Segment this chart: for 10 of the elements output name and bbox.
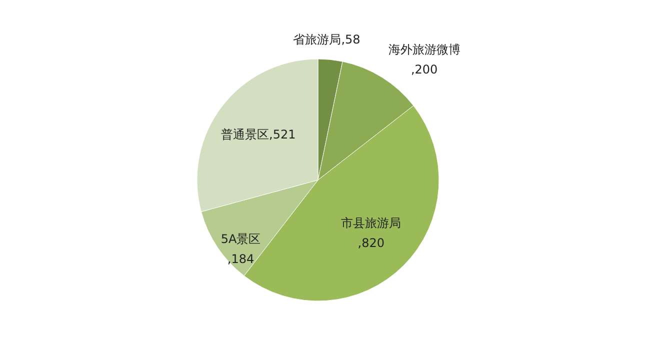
slice-label: 普通景区 (221, 127, 270, 142)
slice-label: 海外旅游微博 (388, 42, 460, 56)
slice-label: 省旅游局 (293, 32, 342, 47)
data-label: ,521 (269, 127, 296, 142)
data-label: ,58 (341, 32, 360, 47)
data-label: ,184 (227, 252, 254, 266)
data-label: ,820 (358, 236, 385, 250)
data-label: ,200 (410, 62, 438, 76)
slice-label: 5A景区 (220, 232, 261, 246)
slice-label: 市县旅游局 (341, 216, 402, 230)
